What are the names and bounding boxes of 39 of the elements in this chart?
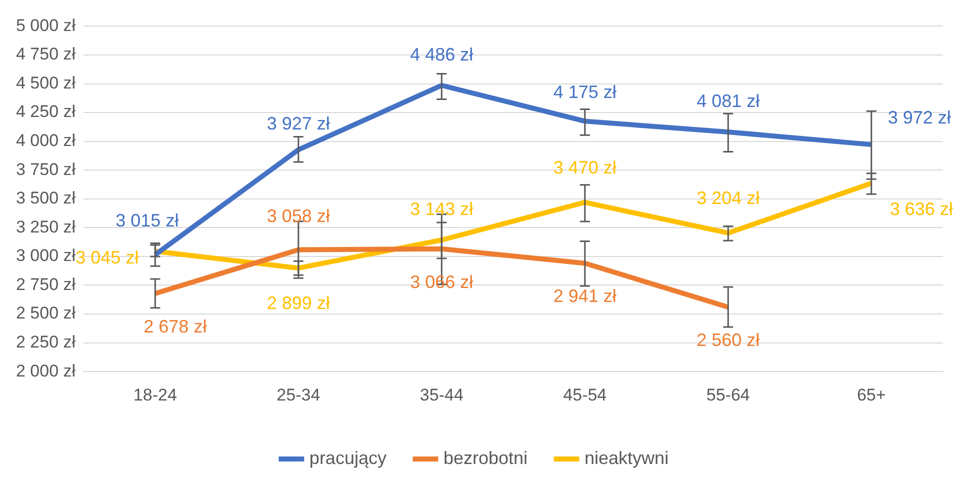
data-label: 4 175 zł: [553, 82, 616, 102]
x-tick-label: 65+: [856, 385, 886, 404]
data-label: 3 204 zł: [696, 188, 760, 208]
y-tick-label: 4 000 zł: [16, 131, 76, 150]
x-tick-label: 35-44: [420, 385, 464, 404]
y-tick-label: 2 750 zł: [16, 274, 76, 294]
data-label: 3 066 zł: [410, 272, 474, 292]
data-label: 2 899 zł: [266, 293, 330, 314]
y-tick-label: 2 250 zł: [16, 332, 76, 352]
data-label: 2 678 zł: [144, 316, 207, 337]
data-label: 4 081 zł: [696, 90, 760, 111]
y-tick-label: 2 500 zł: [16, 304, 76, 323]
x-tick-label: 18-24: [133, 385, 177, 404]
y-tick-label: 4 500 zł: [16, 73, 76, 92]
data-label: 3 972 zł: [888, 108, 951, 128]
data-label: 2 941 zł: [553, 286, 616, 306]
data-label: 4 486 zł: [410, 44, 474, 64]
legend-label: pracujący: [309, 448, 386, 468]
data-label: 2 560 zł: [696, 330, 760, 350]
x-tick-label: 25-34: [276, 385, 320, 404]
y-tick-label: 3 000 zł: [16, 246, 76, 266]
data-label: 3 058 zł: [266, 206, 330, 226]
data-label: 3 143 zł: [410, 198, 474, 219]
data-label: 3 015 zł: [116, 210, 179, 231]
y-tick-label: 4 750 zł: [16, 44, 76, 64]
y-tick-label: 5 000 zł: [16, 16, 76, 35]
data-label: 3 045 zł: [76, 247, 139, 268]
y-tick-label: 4 250 zł: [16, 102, 76, 122]
y-tick-label: 3 250 zł: [16, 217, 76, 236]
y-tick-label: 3 500 zł: [16, 188, 76, 208]
legend-label: nieaktywni: [584, 448, 669, 468]
x-tick-label: 55-64: [706, 385, 750, 404]
y-tick-label: 2 000 zł: [16, 361, 76, 380]
data-label: 3 470 zł: [553, 157, 616, 178]
legend-label: bezrobotni: [443, 448, 528, 468]
data-label: 3 927 zł: [266, 114, 330, 134]
data-label: 3 636 zł: [890, 199, 953, 220]
x-tick-label: 45-54: [563, 385, 607, 404]
y-tick-label: 3 750 zł: [16, 160, 76, 179]
